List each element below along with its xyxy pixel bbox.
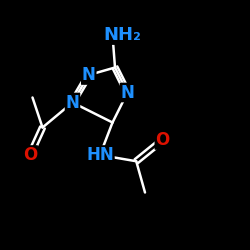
Text: N: N (82, 66, 96, 84)
Text: NH₂: NH₂ (104, 26, 142, 44)
Text: HN: HN (86, 146, 114, 164)
Text: O: O (23, 146, 37, 164)
Text: N: N (120, 84, 134, 102)
Text: O: O (156, 131, 170, 149)
Text: N: N (66, 94, 80, 112)
